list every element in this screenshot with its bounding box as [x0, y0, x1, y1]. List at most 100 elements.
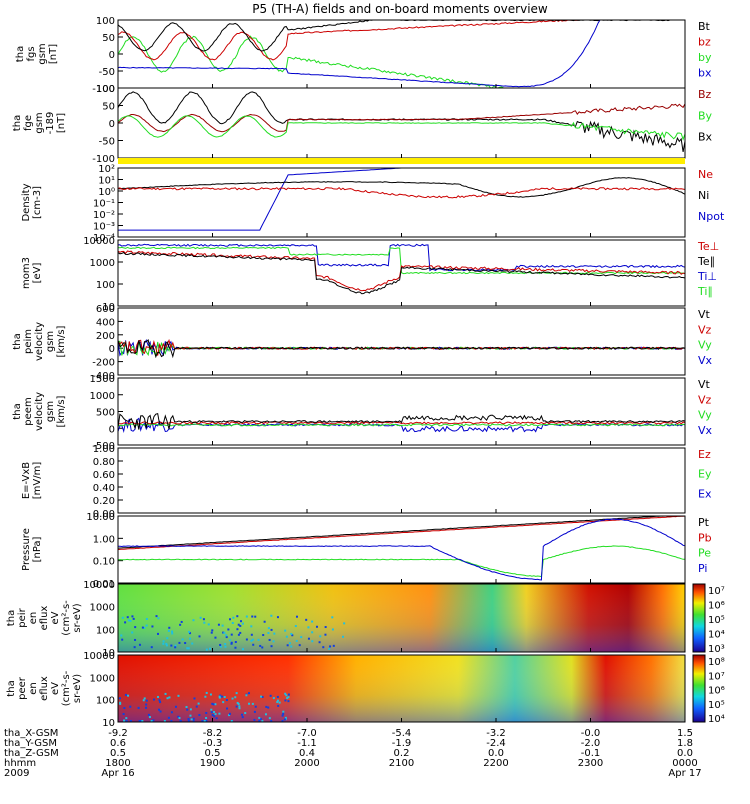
- series-line: [117, 177, 686, 198]
- panel-frame: [117, 447, 686, 514]
- heatmap-speck: [222, 631, 225, 634]
- heatmap-speck: [188, 637, 191, 640]
- heatmap-speck: [237, 623, 240, 626]
- heatmap-speck: [214, 636, 217, 639]
- heatmap-speck: [268, 717, 271, 720]
- series-line: [117, 339, 686, 359]
- heatmap-speck: [145, 699, 148, 702]
- heatmap-speck: [171, 630, 174, 633]
- heatmap-speck: [263, 620, 266, 623]
- legend-pressure-2: Pe: [698, 547, 711, 560]
- ephemeris-value: 1.8: [677, 738, 693, 749]
- series-line: [117, 412, 686, 430]
- heatmap-speck: [192, 619, 195, 622]
- heatmap-speck: [127, 619, 130, 622]
- heatmap-speck: [282, 712, 285, 715]
- heatmap-speck: [239, 631, 242, 634]
- heatmap-speck: [236, 701, 239, 704]
- heatmap-speck: [143, 626, 146, 629]
- start-date-label: Apr 16: [101, 768, 134, 779]
- heatmap-speck: [208, 647, 211, 650]
- heatmap-speck: [287, 700, 290, 703]
- heatmap-speck: [213, 711, 216, 714]
- series-line: [117, 423, 686, 427]
- heatmap-speck: [261, 695, 264, 698]
- ylabel-fge: tha: [12, 115, 23, 131]
- ylabel-fgs: tha: [15, 46, 26, 62]
- heatmap-speck: [238, 705, 241, 708]
- heatmap-speck: [189, 632, 192, 635]
- ephemeris-value: 0000: [672, 758, 697, 769]
- heatmap-speck: [241, 716, 244, 719]
- ytick-label: 0: [109, 344, 115, 355]
- heatmap-speck: [286, 644, 289, 647]
- ytick-label: 10: [102, 648, 115, 659]
- heatmap-speck: [258, 720, 261, 722]
- ephemeris-value: 1800: [105, 758, 130, 769]
- heatmap-speck: [119, 701, 122, 704]
- series-line: [117, 19, 685, 88]
- series-line: [117, 19, 685, 61]
- heatmap-speck: [121, 638, 124, 641]
- heatmap-speck: [129, 720, 132, 722]
- heatmap-speck: [185, 706, 188, 709]
- heatmap-speck: [276, 699, 279, 702]
- heatmap-speck: [284, 699, 287, 702]
- heatmap-speck: [165, 642, 168, 645]
- heatmap-shade: [118, 584, 685, 652]
- heatmap-speck: [179, 623, 182, 626]
- series-line: [117, 187, 686, 199]
- ephemeris-value: 0.4: [299, 748, 315, 759]
- legend-density-1: Ni: [698, 189, 709, 202]
- panel-temperature: mom3 [eV] 10000 1000 100 10 Te⊥ Te∥ Ti⊥ Ti∥: [21, 236, 719, 313]
- ytick-label: 10: [102, 718, 115, 729]
- heatmap-speck: [178, 641, 181, 644]
- ylabel-peer_eflux: peer: [17, 676, 28, 700]
- heatmap-speck: [205, 717, 208, 720]
- heatmap-speck: [131, 615, 134, 618]
- legend-peem_velocity-2: Vy: [698, 409, 712, 422]
- heatmap-speck: [133, 646, 136, 649]
- panel-peer_eflux: tha peer en eflux eV (cm²-s-sr-eV) 10000 1000 10…: [6, 651, 725, 729]
- legend-peim_velocity-3: Vx: [698, 354, 713, 367]
- ylabel-peer_eflux: sr-eV): [72, 674, 83, 703]
- ylabel-peem_velocity: velocity: [34, 392, 45, 431]
- ytick-label: 100: [96, 696, 115, 707]
- heatmap-speck: [328, 647, 331, 650]
- heatmap-speck: [250, 625, 253, 628]
- heatmap-speck: [228, 639, 231, 642]
- heatmap-speck: [259, 718, 262, 721]
- heatmap-speck: [210, 708, 213, 711]
- panel-frame: [117, 515, 686, 584]
- heatmap-speck: [272, 640, 275, 643]
- legend-fgs-3: bx: [698, 67, 712, 80]
- heatmap-speck: [145, 624, 148, 627]
- heatmap-speck: [129, 705, 132, 708]
- heatmap-speck: [259, 644, 262, 647]
- heatmap-speck: [138, 643, 141, 646]
- ytick-label: 600: [96, 304, 115, 315]
- ylabel-density: Density: [21, 183, 32, 221]
- heatmap-speck: [207, 623, 210, 626]
- ytick-label: 50: [102, 102, 115, 113]
- heatmap-speck: [145, 706, 148, 709]
- ephemeris-value: 0.6: [110, 738, 126, 749]
- ylabel-pressure: [nPa]: [32, 536, 43, 562]
- ytick-label: 0.10: [93, 557, 115, 568]
- legend-efield-1: Ey: [698, 468, 712, 481]
- heatmap-speck: [159, 710, 162, 713]
- heatmap-speck: [156, 632, 159, 635]
- ylabel-fgs: fgs: [26, 46, 37, 61]
- ylabel-temperature: mom3: [21, 257, 32, 289]
- heatmap-speck: [131, 631, 134, 634]
- heatmap-speck: [329, 645, 332, 648]
- series-line: [117, 91, 686, 152]
- ytick-label: 1500: [90, 374, 115, 385]
- heatmap-speck: [276, 700, 279, 703]
- panel-frame: [117, 19, 686, 89]
- panel-peim_velocity: tha peim velocity gsm [km/s] 600 400 200 0 -200 -4…: [12, 304, 713, 382]
- legend-density-0: Ne: [698, 168, 713, 181]
- ytick-label: 1.00: [93, 534, 115, 545]
- ytick-label: 0.00: [93, 509, 115, 520]
- heatmap-speck: [241, 648, 244, 651]
